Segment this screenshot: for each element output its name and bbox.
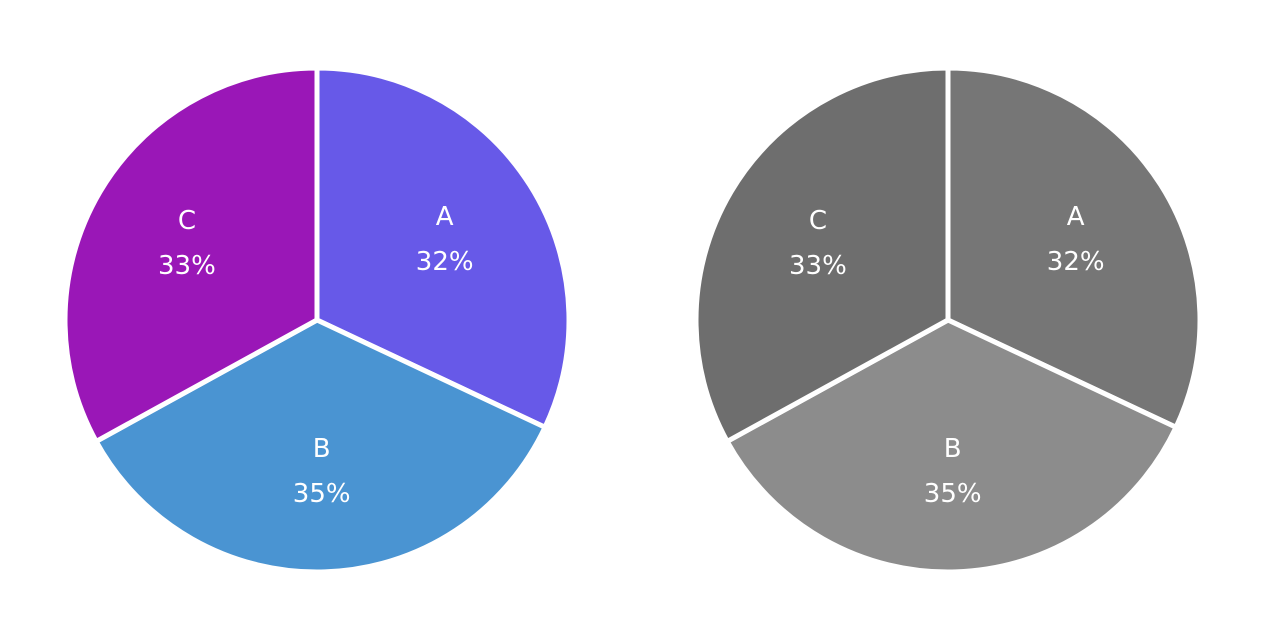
slice-label-colored-c: C: [178, 206, 196, 236]
slice-percent-grayscale-b: 35%: [924, 479, 982, 509]
pie-slice-grayscale-c: [693, 65, 951, 445]
pie-slice-colored-c: [62, 65, 320, 445]
slice-label-colored-b: B: [313, 434, 331, 464]
pie-slice-colored-a: [314, 65, 572, 431]
slice-label-grayscale-a: A: [1067, 202, 1085, 232]
slice-percent-colored-b: 35%: [293, 479, 351, 509]
slice-percent-colored-a: 32%: [416, 247, 474, 277]
slice-percent-grayscale-a: 32%: [1047, 247, 1105, 277]
slice-percent-grayscale-c: 33%: [789, 251, 847, 281]
pie-slice-grayscale-a: [945, 65, 1203, 431]
pie-slice-grayscale-b: [723, 317, 1180, 575]
slice-label-colored-a: A: [436, 202, 454, 232]
slice-label-grayscale-c: C: [809, 206, 827, 236]
pie-slice-colored-b: [92, 317, 549, 575]
slice-percent-colored-c: 33%: [158, 251, 216, 281]
slice-label-grayscale-b: B: [944, 434, 962, 464]
